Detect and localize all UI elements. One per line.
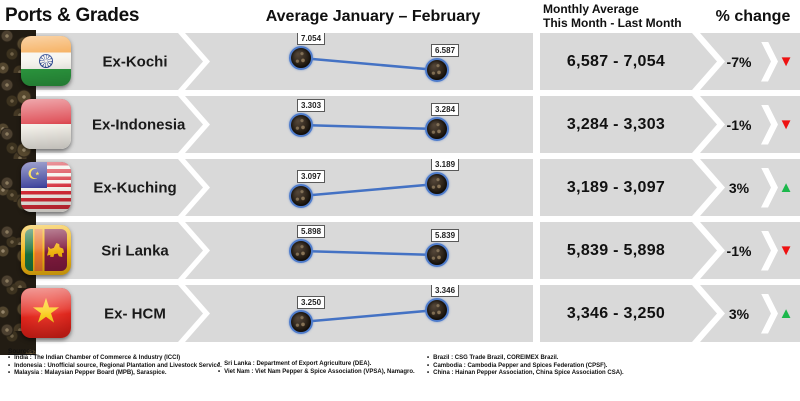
monthly-average-value: 5,839 - 5,898 — [566, 241, 666, 259]
trend-chart-area: 5.898 5.839 — [185, 222, 533, 279]
flag-gloss-overlay — [21, 225, 71, 275]
source-item: Malaysia : Malaysian Pepper Board (MPB),… — [8, 370, 216, 378]
monthly-average-bar: 6,587 - 7,054 — [540, 33, 717, 90]
peppercorn-data-point-february — [425, 172, 449, 196]
country-flag-icon — [21, 162, 71, 212]
data-label-february: 3.189 — [431, 159, 460, 171]
country-flag-icon — [21, 36, 71, 86]
trend-arrow-icon: ▲ — [778, 304, 794, 322]
sources-column-1: India : The Indian Chamber of Commerce &… — [8, 355, 222, 378]
source-item: Cambodia : Cambodia Pepper and Spices Fe… — [427, 363, 717, 371]
page-title: Ports & Grades — [5, 5, 140, 26]
trend-arrow-icon: ▼ — [778, 52, 794, 70]
data-label-january: 7.054 — [297, 33, 326, 45]
pct-change-value: -1% — [726, 242, 752, 259]
source-item: Viet Nam : Viet Nam Pepper & Spice Assoc… — [218, 369, 423, 377]
column-header-pct-change: % change — [715, 8, 791, 25]
trend-chart-area: 3.097 3.189 — [185, 159, 533, 216]
pct-change-value: 3% — [728, 305, 750, 322]
sources-column-3: Brazil : CSG Trade Brazil, COREIMEX Braz… — [427, 355, 717, 378]
flag-gloss-overlay — [21, 288, 71, 338]
flag-gloss-overlay — [21, 99, 71, 149]
monthly-average-value: 3,189 - 3,097 — [566, 178, 666, 196]
trend-line — [300, 123, 438, 131]
trend-line — [300, 308, 438, 324]
column-header-monthly-line1: Monthly Average — [543, 2, 639, 16]
data-label-january: 5.898 — [297, 225, 326, 238]
flag-gloss-overlay — [21, 162, 71, 212]
flag-gloss-overlay — [21, 36, 71, 86]
data-label-february: 5.839 — [431, 229, 460, 242]
port-name: Sri Lanka — [101, 242, 169, 259]
trend-chart-area: 7.054 6.587 — [185, 33, 533, 90]
monthly-average-bar: 3,284 - 3,303 — [540, 96, 717, 153]
port-name: Ex-Kochi — [102, 53, 168, 70]
trend-arrow-icon: ▲ — [778, 178, 794, 196]
peppercorn-data-point-january — [289, 46, 313, 70]
monthly-average-bar: 5,839 - 5,898 — [540, 222, 717, 279]
monthly-average-bar: 3,189 - 3,097 — [540, 159, 717, 216]
trend-arrow-icon: ▼ — [778, 115, 794, 133]
trend-line — [300, 182, 438, 198]
peppercorn-data-point-january — [289, 239, 313, 263]
monthly-average-value: 6,587 - 7,054 — [566, 52, 666, 70]
source-item: Brazil : CSG Trade Brazil, COREIMEX Braz… — [427, 355, 717, 363]
sources-column-2: Sri Lanka : Department of Export Agricul… — [218, 361, 423, 376]
trend-arrow-icon: ▼ — [778, 241, 794, 259]
data-label-january: 3.303 — [297, 99, 326, 112]
data-label-january: 3.097 — [297, 170, 326, 183]
port-name: Ex- HCM — [104, 305, 166, 322]
monthly-average-value: 3,346 - 3,250 — [566, 304, 666, 322]
column-header-monthly-line2: This Month - Last Month — [543, 16, 682, 30]
peppercorn-data-point-january — [289, 113, 313, 137]
port-name: Ex-Indonesia — [92, 116, 186, 133]
sources-heading: Sources: — [8, 348, 36, 355]
source-item: India : The Indian Chamber of Commerce &… — [8, 355, 216, 363]
monthly-average-bar: 3,346 - 3,250 — [540, 285, 717, 342]
trend-chart-area: 3.250 3.346 — [185, 285, 533, 342]
source-item: Indonesia : Unofficial source, Regional … — [8, 363, 222, 371]
monthly-average-value: 3,284 - 3,303 — [566, 115, 666, 133]
data-label-february: 6.587 — [431, 44, 460, 57]
table-row: Ex- HCM 3.250 3.346 3,346 - 3,250 3% ▲ — [0, 285, 800, 342]
column-header-average: Average January – February — [265, 8, 481, 25]
data-label-february: 3.284 — [431, 103, 460, 116]
port-name: Ex-Kuching — [93, 179, 177, 196]
pct-change-value: -7% — [726, 53, 752, 70]
peppercorn-data-point-february — [425, 58, 449, 82]
table-row: Ex-Kochi 7.054 6.587 6,587 - 7,054 -7% ▼ — [0, 33, 800, 90]
data-label-january: 3.250 — [297, 296, 326, 309]
pct-change-value: -1% — [726, 116, 752, 133]
sources-section: Sources: India : The Indian Chamber of C… — [8, 348, 794, 376]
pct-change-value: 3% — [728, 179, 750, 196]
data-label-february: 3.346 — [431, 285, 460, 297]
table-row: Ex-Kuching 3.097 3.189 3,189 - 3,097 3% … — [0, 159, 800, 216]
source-item: Sri Lanka : Department of Export Agricul… — [218, 361, 423, 369]
table-row: Sri Lanka 5.898 5.839 5,839 - 5,898 -1% … — [0, 222, 800, 279]
country-flag-icon — [21, 225, 71, 275]
country-flag-icon — [21, 99, 71, 149]
peppercorn-data-point-january — [289, 184, 313, 208]
column-header-monthly: Monthly Average This Month - Last Month — [543, 2, 682, 30]
table-row: Ex-Indonesia 3.303 3.284 3,284 - 3,303 -… — [0, 96, 800, 153]
trend-line — [300, 249, 438, 257]
trend-chart-area: 3.303 3.284 — [185, 96, 533, 153]
peppercorn-data-point-february — [425, 243, 449, 267]
trend-line — [300, 56, 438, 72]
peppercorn-data-point-january — [289, 310, 313, 334]
country-flag-icon — [21, 288, 71, 338]
peppercorn-data-point-february — [425, 298, 449, 322]
source-item: China : Hainan Pepper Association, China… — [427, 370, 717, 378]
peppercorn-data-point-february — [425, 117, 449, 141]
